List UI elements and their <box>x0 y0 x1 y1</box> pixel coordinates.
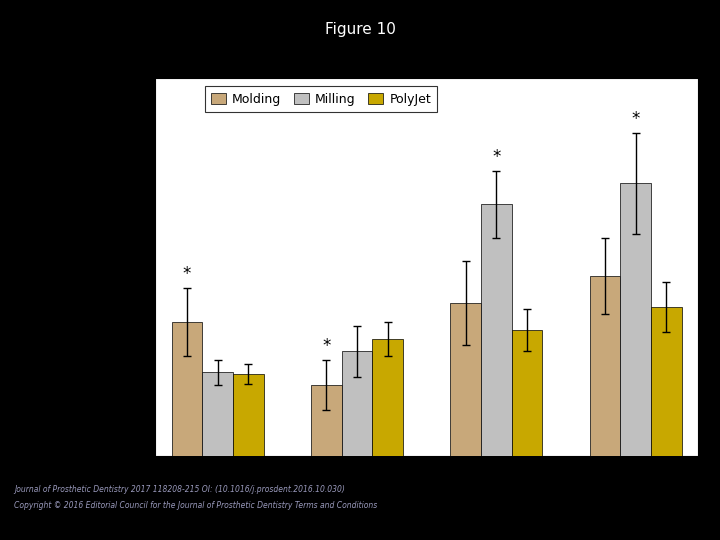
Bar <box>171 322 202 456</box>
Bar <box>590 276 621 456</box>
Legend: Molding, Milling, PolyJet: Molding, Milling, PolyJet <box>204 86 438 112</box>
Text: Copyright © 2016 Editorial Council for the Journal of Prosthetic Dentistry Terms: Copyright © 2016 Editorial Council for t… <box>14 501 378 510</box>
Text: Figure 10: Figure 10 <box>325 22 395 37</box>
Bar <box>233 374 264 456</box>
Bar <box>621 183 651 456</box>
Bar <box>202 372 233 456</box>
X-axis label: Area: Area <box>405 487 449 504</box>
Bar <box>341 352 372 456</box>
Bar <box>651 307 682 456</box>
Text: Journal of Prosthetic Dentistry 2017 118208-215 OI: (10.1016/j.prosdent.2016.10.: Journal of Prosthetic Dentistry 2017 118… <box>14 485 346 494</box>
Bar <box>481 204 512 456</box>
Bar <box>450 302 481 456</box>
Text: *: * <box>183 265 191 284</box>
Bar <box>372 339 403 456</box>
Text: *: * <box>631 110 640 128</box>
Bar <box>512 330 542 456</box>
Text: *: * <box>322 336 330 355</box>
Bar <box>311 385 341 456</box>
Y-axis label: Mean Discrepancy (μm): Mean Discrepancy (μm) <box>99 179 112 356</box>
Text: *: * <box>492 147 500 166</box>
